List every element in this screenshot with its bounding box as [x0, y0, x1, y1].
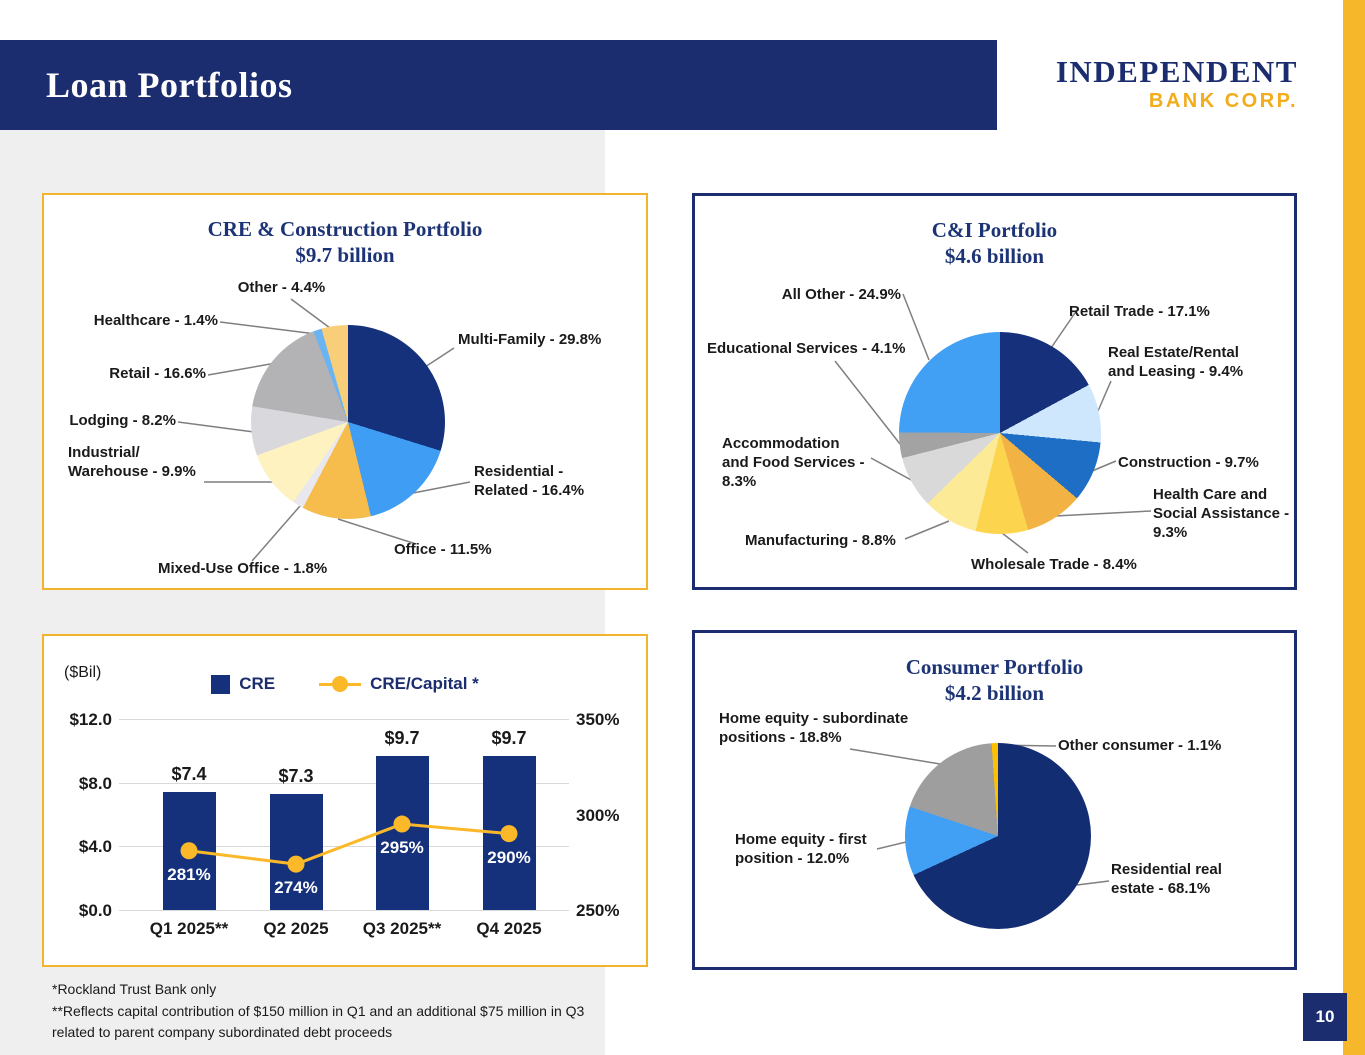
- chart-title-line2: $9.7 billion: [295, 242, 395, 267]
- footnote-2: **Reflects capital contribution of $150 …: [52, 1002, 585, 1041]
- chart-title-line2: $4.6 billion: [944, 243, 1045, 268]
- company-logo: INDEPENDENT BANK CORP.: [1030, 54, 1298, 113]
- pie-label-lodging: Lodging - 8.2%: [69, 412, 176, 429]
- footnotes: *Rockland Trust Bank only **Reflects cap…: [52, 979, 624, 1044]
- chart-title-line1: CRE & Construction Portfolio: [207, 217, 483, 241]
- chart-title-line1: C&I Portfolio: [931, 218, 1058, 242]
- cre-bar: [375, 755, 429, 910]
- page-number-badge: 10: [1303, 993, 1347, 1041]
- consumer-chart-box: Consumer Portfolio $4.2 billion Home equ…: [692, 630, 1297, 970]
- pie-label-home-equity-first: Home equity - first position - 12.0%: [735, 831, 867, 868]
- ci-title: C&I Portfolio $4.6 billion: [695, 218, 1294, 269]
- footnote-1: *Rockland Trust Bank only: [52, 981, 217, 997]
- pie-label-construction: Construction - 9.7%: [1118, 454, 1259, 471]
- pie-label-educational-services: Educational Services - 4.1%: [707, 340, 906, 357]
- pie-label-multi-family: Multi-Family - 29.8%: [458, 331, 602, 348]
- x-axis-label: Q2 2025: [263, 919, 329, 938]
- bar-value-label: $9.7: [491, 727, 527, 748]
- gridline-0: [119, 910, 569, 911]
- gridline-12: [119, 719, 569, 720]
- consumer-pie: [905, 743, 1091, 929]
- right-axis-tick: 250%: [576, 901, 620, 920]
- y-axis-unit-label: ($Bil): [64, 664, 102, 681]
- x-axis-label: Q4 2025: [476, 919, 542, 938]
- pie-label-other-consumer: Other consumer - 1.1%: [1058, 737, 1222, 754]
- cre-capital-legend-label: CRE/Capital *: [370, 674, 479, 693]
- bar-value-label: $7.3: [278, 765, 314, 786]
- right-gold-strip: [1343, 0, 1365, 1055]
- left-axis-tick: $4.0: [78, 837, 112, 856]
- page-title: Loan Portfolios: [46, 65, 293, 105]
- legend: CRE CRE/Capital *: [44, 674, 646, 694]
- line-marker: [393, 815, 411, 833]
- right-axis-tick: 350%: [576, 710, 620, 729]
- pie-label-industrial-warehouse: Industrial/ Warehouse - 9.9%: [68, 444, 196, 481]
- pie-label-accommodation-food: Accommodation and Food Services - 8.3%: [722, 435, 865, 491]
- pie-label-residential-real-estate: Residential real estate - 68.1%: [1111, 861, 1222, 898]
- pie-label-residential-related: Residential - Related - 16.4%: [474, 463, 585, 500]
- pie-label-retail: Retail - 16.6%: [109, 365, 206, 382]
- cre-trend-chart-box: ($Bil) CRE CRE/Capital * $12.0 $8.0 $4.0…: [42, 634, 648, 967]
- pie-label-mixed-use-office: Mixed-Use Office - 1.8%: [158, 560, 328, 577]
- line-value-label: 281%: [167, 864, 211, 884]
- bar-value-label: $9.7: [384, 727, 420, 748]
- x-axis-label: Q1 2025**: [149, 919, 229, 938]
- pie-label-healthcare: Healthcare - 1.4%: [93, 312, 218, 329]
- page-number: 10: [1315, 1007, 1335, 1026]
- x-axis-label: Q3 2025**: [362, 919, 442, 938]
- line-value-label: 295%: [380, 838, 424, 858]
- pie-label-wholesale-trade: Wholesale Trade - 8.4%: [971, 556, 1137, 573]
- cre-construction-chart-box: CRE & Construction Portfolio $9.7 billio…: [42, 193, 648, 590]
- pie-label-home-equity-subordinate: Home equity - subordinate positions - 18…: [719, 710, 909, 747]
- pie-label-retail-trade: Retail Trade - 17.1%: [1069, 303, 1210, 320]
- line-marker: [180, 842, 198, 860]
- cre-capital-line: [180, 815, 518, 873]
- pie-label-real-estate-rental: Real Estate/Rental and Leasing - 9.4%: [1108, 344, 1244, 381]
- cre-construction-pie: [251, 325, 445, 519]
- legend-dot-icon: [332, 676, 349, 692]
- line-marker: [287, 855, 305, 873]
- cre-legend-label: CRE: [239, 674, 276, 693]
- line-value-label: 290%: [487, 847, 531, 867]
- pie-label-manufacturing: Manufacturing - 8.8%: [745, 532, 896, 549]
- cre-bar: [269, 793, 323, 910]
- cre-construction-title: CRE & Construction Portfolio $9.7 billio…: [44, 217, 646, 268]
- gridline-8: [119, 783, 569, 784]
- left-axis-tick: $0.0: [78, 901, 112, 920]
- line-marker: [500, 825, 518, 843]
- cre-capital-legend-marker: [319, 675, 362, 693]
- pie-label-office: Office - 11.5%: [394, 541, 492, 558]
- ci-pie: [899, 332, 1101, 534]
- pie-label-health-care: Health Care and Social Assistance - 9.3%: [1153, 486, 1290, 542]
- bar-value-label: $7.4: [171, 764, 207, 785]
- ci-chart-box: C&I Portfolio $4.6 billion All Other - 2…: [692, 193, 1297, 590]
- line-value-label: 274%: [274, 878, 318, 898]
- cre-legend-swatch: [211, 674, 231, 694]
- chart-title-line2: $4.2 billion: [944, 680, 1045, 705]
- chart-title-line1: Consumer Portfolio: [905, 655, 1084, 679]
- right-axis-tick: 300%: [576, 806, 620, 825]
- logo-bank-corp: BANK CORP.: [1148, 89, 1298, 112]
- pie-label-all-other: All Other - 24.9%: [781, 286, 901, 303]
- left-axis-tick: $12.0: [69, 710, 112, 729]
- title-banner: Loan Portfolios: [0, 40, 997, 130]
- pie-label-other: Other - 4.4%: [237, 279, 326, 296]
- combo-plot-area: $7.4 $7.3 $9.7 $9.7 281% 274% 295% 290%: [44, 636, 650, 969]
- consumer-title: Consumer Portfolio $4.2 billion: [695, 655, 1294, 706]
- logo-company-name: INDEPENDENT: [1055, 54, 1298, 89]
- left-axis-tick: $8.0: [78, 774, 112, 793]
